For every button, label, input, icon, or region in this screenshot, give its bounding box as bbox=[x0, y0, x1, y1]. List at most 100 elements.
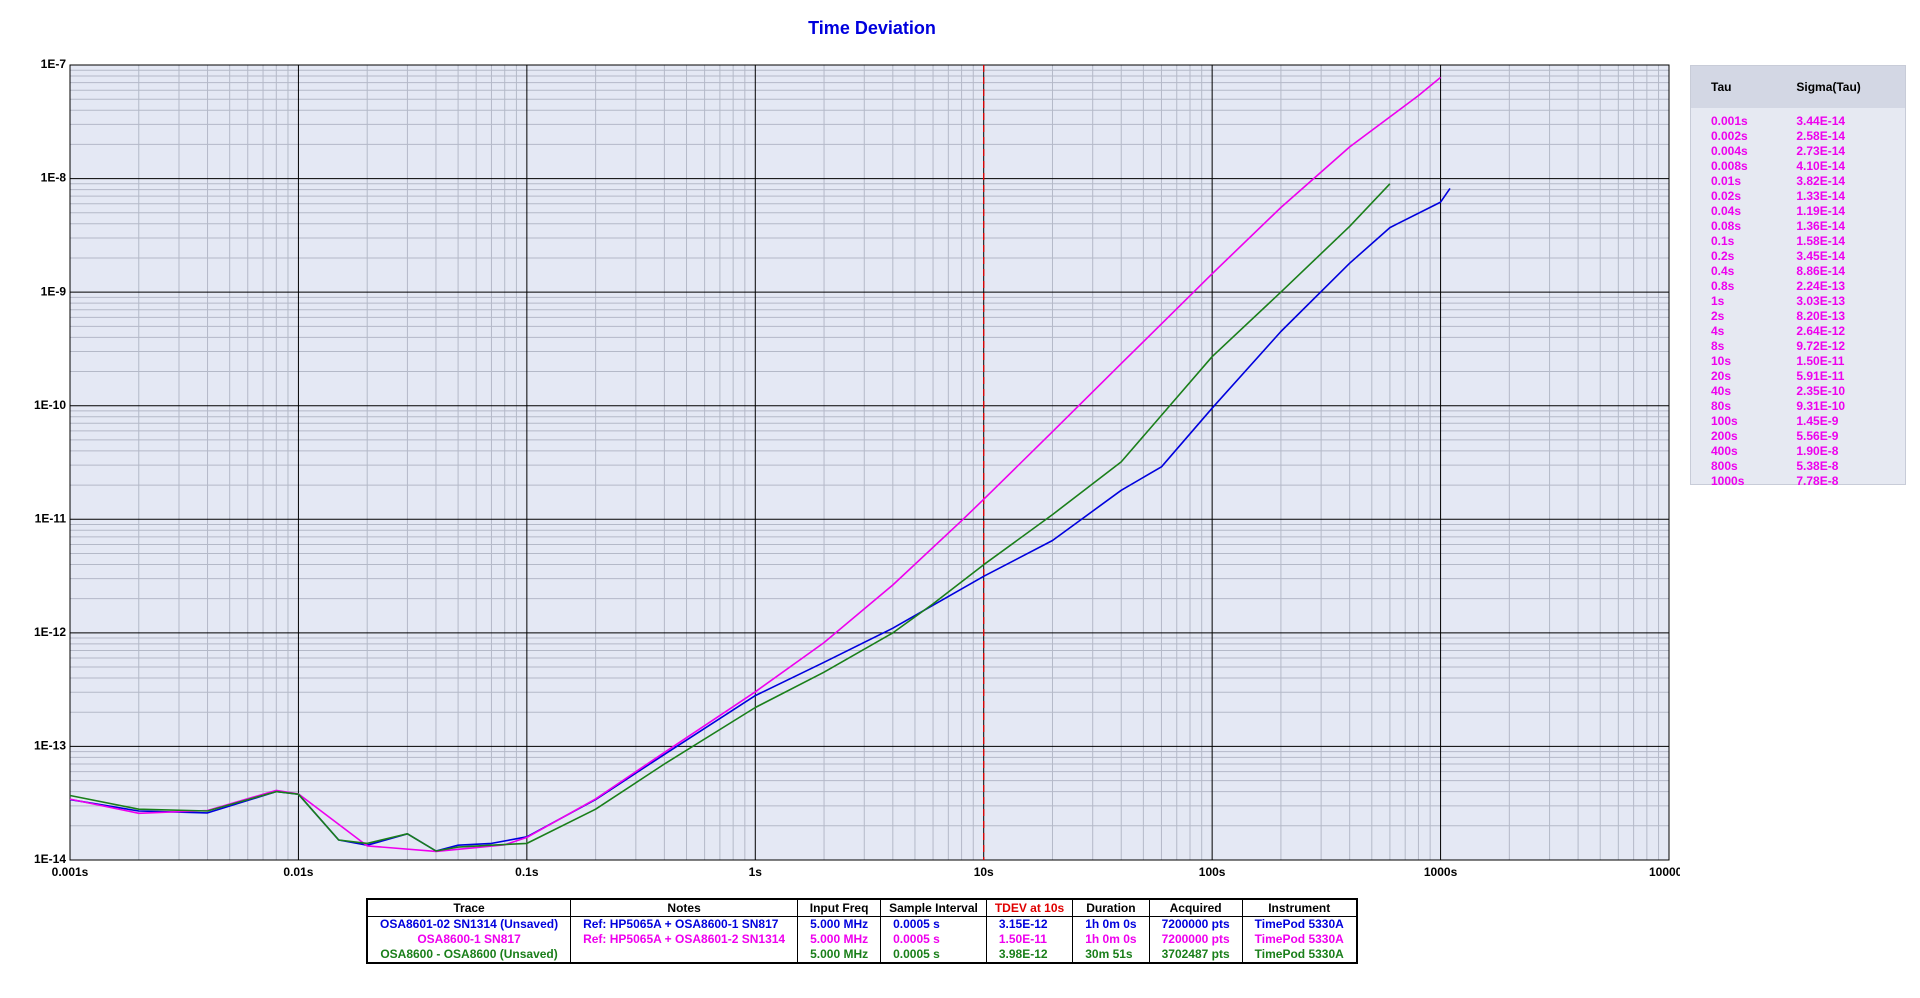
tau-cell: 9.72E-12 bbox=[1796, 339, 1846, 353]
trace-cell: Ref: HP5065A + OSA8600-1 SN817 bbox=[570, 916, 799, 932]
tau-row: 0.001s 3.44E-14 bbox=[1691, 114, 1905, 129]
tau-cell: 3.03E-13 bbox=[1796, 294, 1846, 308]
tau-row: 1000s 7.78E-8 bbox=[1691, 474, 1905, 489]
tau-cell: 8.20E-13 bbox=[1796, 309, 1846, 323]
tau-cell: 1000s bbox=[1711, 474, 1745, 488]
tau-row: 8s 9.72E-12 bbox=[1691, 339, 1905, 354]
trace-cell: OSA8600-1 SN817 bbox=[366, 932, 572, 947]
tau-cell: 1.58E-14 bbox=[1796, 234, 1846, 248]
tau-row: 200s 5.56E-9 bbox=[1691, 429, 1905, 444]
trace-cell bbox=[570, 947, 799, 963]
trace-cell: TimePod 5330A bbox=[1241, 916, 1358, 932]
tau-cell: 7.78E-8 bbox=[1796, 474, 1839, 488]
trace-cell: OSA8600 - OSA8600 (Unsaved) bbox=[366, 947, 572, 963]
tau-cell: 0.08s bbox=[1711, 219, 1742, 233]
trace-column-header: Input Freq bbox=[797, 898, 882, 917]
trace-cell: 0.0005 s bbox=[880, 947, 987, 963]
tau-cell: 0.004s bbox=[1711, 144, 1748, 158]
plot-border bbox=[69, 64, 1670, 861]
tau-cell: 20s bbox=[1711, 369, 1732, 383]
tau-table: Tau Sigma(Tau) 0.001s 3.44E-14 0.002s 2.58E-1… bbox=[1691, 66, 1905, 489]
tau-cell: 0.002s bbox=[1711, 129, 1748, 143]
tau-cell: 100s bbox=[1711, 414, 1738, 428]
trace-cell: TimePod 5330A bbox=[1241, 947, 1358, 963]
trace-cell: 5.000 MHz bbox=[797, 932, 882, 947]
trace-cell: 7200000 pts bbox=[1148, 916, 1243, 932]
tau-cell: 0.1s bbox=[1711, 234, 1735, 248]
trace-column-header: Instrument bbox=[1241, 898, 1358, 917]
tau-row: 0.01s 3.82E-14 bbox=[1691, 174, 1905, 189]
tau-row: 0.02s 1.33E-14 bbox=[1691, 189, 1905, 204]
x-tick-label: 10000s bbox=[1649, 865, 1680, 879]
tau-cell: 200s bbox=[1711, 429, 1738, 443]
tau-cell: 8.86E-14 bbox=[1796, 264, 1846, 278]
y-tick-label: 1E-9 bbox=[41, 284, 67, 298]
trace-column-header: Notes bbox=[570, 898, 799, 917]
y-tick-label: 1E-12 bbox=[34, 625, 66, 639]
tau-column-header: Sigma(Tau) bbox=[1776, 66, 1905, 108]
tau-row: 0.1s 1.58E-14 bbox=[1691, 234, 1905, 249]
tau-cell: 2.64E-12 bbox=[1796, 324, 1846, 338]
tau-cell: 0.2s bbox=[1711, 249, 1735, 263]
tau-cell: 10s bbox=[1711, 354, 1732, 368]
tau-row: 10s 1.50E-11 bbox=[1691, 354, 1905, 369]
x-tick-label: 10s bbox=[974, 865, 994, 879]
tau-cell: 0.01s bbox=[1711, 174, 1742, 188]
trace-cell: 3.98E-12 bbox=[985, 947, 1074, 963]
tau-cell: 0.4s bbox=[1711, 264, 1735, 278]
tau-cell: 2.35E-10 bbox=[1796, 384, 1846, 398]
tau-cell: 2s bbox=[1711, 309, 1725, 323]
tau-cell: 2.24E-13 bbox=[1796, 279, 1846, 293]
tau-row: 4s 2.64E-12 bbox=[1691, 324, 1905, 339]
tau-cell: 80s bbox=[1711, 399, 1732, 413]
tau-cell: 0.8s bbox=[1711, 279, 1735, 293]
tau-row: 0.8s 2.24E-13 bbox=[1691, 279, 1905, 294]
tau-cell: 3.45E-14 bbox=[1796, 249, 1846, 263]
tau-row: 0.04s 1.19E-14 bbox=[1691, 204, 1905, 219]
x-tick-label: 0.001s bbox=[52, 865, 89, 879]
y-tick-label: 1E-11 bbox=[35, 511, 67, 525]
tau-cell: 4s bbox=[1711, 324, 1725, 338]
trace-header: Trace Notes Input Freq Sample Interval TDEV … bbox=[366, 898, 1358, 917]
tau-row: 800s 5.38E-8 bbox=[1691, 459, 1905, 474]
trace-cell: OSA8601-02 SN1314 (Unsaved) bbox=[366, 916, 572, 932]
tau-cell: 2.73E-14 bbox=[1796, 144, 1846, 158]
trace-column-header: TDEV at 10s bbox=[985, 898, 1074, 917]
tau-cell: 5.91E-11 bbox=[1796, 369, 1845, 383]
tau-row: 0.002s 2.58E-14 bbox=[1691, 129, 1905, 144]
tau-cell: 1.36E-14 bbox=[1796, 219, 1846, 233]
tau-cell: 1.50E-11 bbox=[1796, 354, 1845, 368]
trace-cell: 0.0005 s bbox=[880, 916, 987, 932]
tau-cell: 0.04s bbox=[1711, 204, 1742, 218]
trace-row: OSA8600 - OSA8600 (Unsaved) 5.000 MHz 0.00… bbox=[366, 947, 1358, 963]
tau-cell: 8s bbox=[1711, 339, 1725, 353]
x-tick-label: 1000s bbox=[1424, 865, 1458, 879]
trace-cell: 3.15E-12 bbox=[985, 916, 1074, 932]
tau-row: 0.2s 3.45E-14 bbox=[1691, 249, 1905, 264]
y-tick-label: 1E-14 bbox=[34, 852, 66, 866]
trace-column-header: Duration bbox=[1072, 898, 1150, 917]
trace-cell: TimePod 5330A bbox=[1241, 932, 1358, 947]
x-tick-label: 0.1s bbox=[515, 865, 539, 879]
tau-row: 20s 5.91E-11 bbox=[1691, 369, 1905, 384]
trace-cell: 1h 0m 0s bbox=[1072, 932, 1150, 947]
tau-cell: 9.31E-10 bbox=[1796, 399, 1846, 413]
trace-column-header: Trace bbox=[366, 898, 572, 917]
trace-row: OSA8600-1 SN817 Ref: HP5065A + OSA8601-2 … bbox=[366, 932, 1358, 947]
trace-cell: 5.000 MHz bbox=[797, 947, 882, 963]
tau-cell: 40s bbox=[1711, 384, 1732, 398]
trace-cell: 1h 0m 0s bbox=[1072, 916, 1150, 932]
tau-row: 0.008s 4.10E-14 bbox=[1691, 159, 1905, 174]
x-tick-label: 0.01s bbox=[283, 865, 313, 879]
tau-column-header: Tau bbox=[1691, 66, 1777, 108]
y-tick-label: 1E-8 bbox=[41, 171, 67, 185]
tau-cell: 1.90E-8 bbox=[1796, 444, 1839, 458]
y-tick-label: 1E-7 bbox=[41, 57, 67, 71]
tau-cell: 5.38E-8 bbox=[1796, 459, 1839, 473]
trace-cell: 3702487 pts bbox=[1148, 947, 1243, 963]
chart-title: Time Deviation bbox=[808, 18, 936, 38]
y-tick-label: 1E-13 bbox=[34, 739, 66, 753]
tau-row: 0.08s 1.36E-14 bbox=[1691, 219, 1905, 234]
tau-row: 0.004s 2.73E-14 bbox=[1691, 144, 1905, 159]
trace-table: Trace Notes Input Freq Sample Interval TDEV … bbox=[366, 898, 1358, 964]
